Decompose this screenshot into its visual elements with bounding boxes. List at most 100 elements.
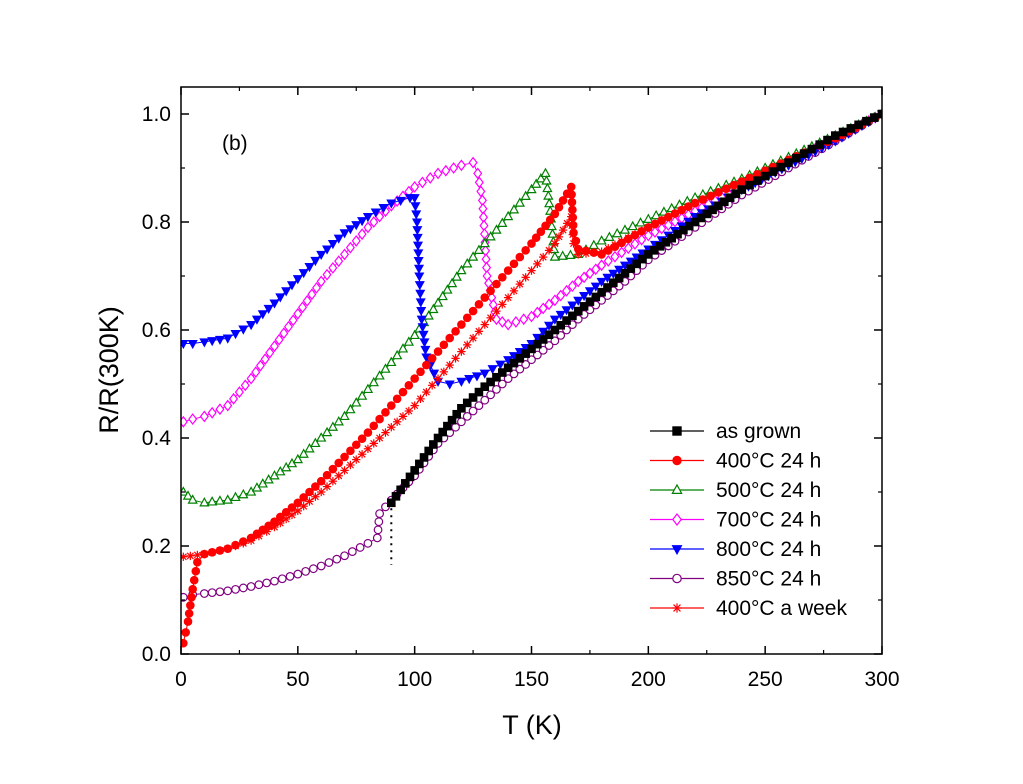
data-point — [215, 546, 225, 555]
data-point — [340, 248, 350, 261]
data-point — [531, 233, 541, 242]
data-point — [182, 490, 194, 500]
data-point — [487, 365, 498, 375]
series-layer — [181, 108, 882, 648]
y-tick-label: 0.6 — [142, 319, 171, 342]
data-point — [566, 182, 576, 192]
data-point — [322, 470, 332, 480]
data-point — [368, 376, 379, 387]
data-point — [497, 273, 507, 282]
data-point — [279, 327, 289, 340]
y-axis-title: R/R(300K) — [94, 306, 124, 434]
data-point — [573, 296, 584, 306]
panel-label: (b) — [222, 132, 248, 155]
data-point — [351, 221, 362, 231]
data-point — [467, 251, 479, 261]
data-point — [610, 250, 620, 263]
data-point — [410, 466, 419, 475]
data-point — [644, 223, 653, 232]
data-point — [281, 287, 292, 297]
data-point — [288, 314, 298, 327]
data-point — [246, 582, 256, 591]
data-point — [457, 347, 466, 356]
data-point — [610, 242, 620, 251]
data-point — [542, 182, 553, 193]
data-point — [373, 525, 383, 535]
data-point — [515, 252, 525, 262]
data-point — [698, 195, 708, 204]
data-point — [480, 320, 489, 329]
data-point — [626, 264, 636, 273]
data-point — [334, 458, 344, 468]
data-point — [415, 298, 426, 308]
data-point — [357, 228, 367, 241]
data-point — [346, 446, 355, 456]
data-point — [520, 190, 531, 200]
data-point — [372, 533, 382, 543]
data-point — [597, 287, 606, 297]
data-point — [463, 340, 472, 350]
data-point — [293, 307, 303, 320]
data-point — [199, 496, 210, 507]
data-point — [603, 255, 613, 267]
data-point — [340, 452, 349, 462]
legend-marker — [672, 513, 682, 526]
data-point — [357, 217, 368, 227]
data-point — [189, 575, 199, 585]
data-point — [181, 638, 188, 648]
data-point — [345, 403, 356, 414]
data-point — [184, 609, 194, 618]
data-point — [269, 340, 280, 353]
data-point — [214, 495, 226, 505]
data-point — [509, 286, 519, 296]
data-point — [231, 540, 240, 550]
legend-marker — [672, 603, 682, 613]
data-point — [547, 228, 558, 238]
data-point — [445, 333, 455, 343]
data-point — [464, 375, 475, 385]
data-point — [558, 196, 568, 205]
data-point — [491, 224, 502, 234]
data-point — [538, 335, 548, 344]
data-point — [492, 306, 501, 316]
data-point — [215, 403, 225, 416]
data-point — [410, 180, 420, 193]
data-point — [471, 372, 483, 382]
data-point — [815, 140, 824, 149]
data-point — [415, 289, 426, 299]
data-point — [544, 330, 554, 340]
legend-label: 500°C 24 h — [716, 479, 821, 502]
data-point — [486, 390, 496, 400]
data-point — [181, 415, 188, 428]
data-point — [369, 421, 379, 431]
data-point — [356, 390, 368, 400]
data-point — [474, 300, 484, 309]
data-point — [391, 349, 403, 360]
data-point — [286, 281, 298, 291]
data-point — [445, 360, 454, 370]
data-point — [543, 190, 554, 200]
data-point — [387, 401, 396, 410]
data-point — [729, 180, 739, 190]
data-point — [275, 293, 286, 303]
data-point — [624, 234, 633, 244]
data-point — [374, 517, 384, 527]
data-point — [561, 306, 572, 316]
data-point — [591, 263, 601, 276]
data-point — [428, 381, 437, 390]
data-point — [521, 273, 530, 282]
data-point — [670, 215, 680, 228]
data-point — [251, 366, 261, 379]
data-point — [401, 479, 410, 488]
data-point — [187, 593, 196, 602]
data-point — [533, 259, 542, 269]
data-point — [830, 131, 840, 140]
data-point — [265, 346, 275, 359]
data-point — [417, 176, 428, 189]
data-point — [473, 244, 485, 254]
data-point — [419, 338, 430, 348]
data-point — [492, 385, 501, 394]
x-tick-label: 200 — [631, 668, 666, 691]
data-point — [252, 529, 262, 539]
